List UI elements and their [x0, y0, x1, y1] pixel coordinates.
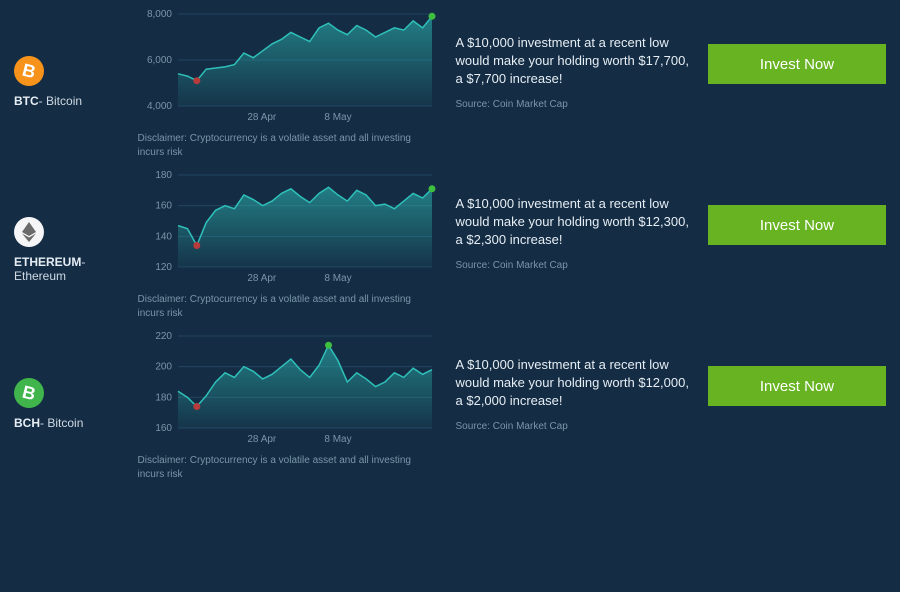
chart-box: 4,000 6,000 8,000 28 Apr 8 May	[138, 8, 438, 126]
chart-column: 160 180 200 220 28 Apr 8 May Disclaimer: Cryp…	[138, 330, 438, 481]
svg-text:8 May: 8 May	[324, 273, 351, 284]
coin-name: Bitcoin	[46, 94, 82, 108]
source-text: Source: Coin Market Cap	[456, 99, 690, 110]
svg-text:8,000: 8,000	[146, 9, 171, 20]
price-chart: 160 180 200 220 28 Apr 8 May	[138, 330, 438, 448]
cta-column: Invest Now	[708, 169, 886, 245]
crypto-row-bch: B BCH- Bitcoin 160 180 200 220 28 Apr 8 May D…	[14, 330, 886, 481]
svg-text:220: 220	[155, 331, 172, 342]
marker-low	[193, 403, 200, 410]
coin-label: BTC- Bitcoin	[14, 94, 82, 108]
cta-column: Invest Now	[708, 8, 886, 84]
svg-text:200: 200	[155, 362, 172, 373]
svg-text:6,000: 6,000	[146, 55, 171, 66]
description-column: A $10,000 investment at a recent low wou…	[456, 8, 690, 110]
investment-description: A $10,000 investment at a recent low wou…	[456, 195, 690, 250]
price-chart: 120 140 160 180 28 Apr 8 May	[138, 169, 438, 287]
chart-column: 4,000 6,000 8,000 28 Apr 8 May Disclaimer: C…	[138, 8, 438, 159]
marker-high	[428, 13, 435, 20]
description-column: A $10,000 investment at a recent low wou…	[456, 169, 690, 271]
crypto-row-btc: B BTC- Bitcoin 4,000 6,000 8,000 28 Apr 8 Ma…	[14, 8, 886, 159]
source-text: Source: Coin Market Cap	[456, 260, 690, 271]
coin-column: ETHEREUM- Ethereum	[14, 169, 120, 283]
marker-high	[428, 185, 435, 192]
crypto-row-eth: ETHEREUM- Ethereum 120 140 160 180 28 Apr 8 M…	[14, 169, 886, 320]
coin-symbol: ETHEREUM	[14, 255, 81, 269]
coin-symbol-sep: -	[39, 94, 46, 108]
coin-symbol: BCH	[14, 416, 40, 430]
disclaimer-text: Disclaimer: Cryptocurrency is a volatile…	[138, 132, 438, 159]
invest-button[interactable]: Invest Now	[708, 205, 886, 245]
svg-text:160: 160	[155, 423, 172, 434]
coin-symbol: BTC	[14, 94, 39, 108]
svg-text:140: 140	[155, 231, 172, 242]
bch-icon: B	[14, 378, 44, 408]
investment-description: A $10,000 investment at a recent low wou…	[456, 356, 690, 411]
chart-column: 120 140 160 180 28 Apr 8 May Disclaimer: Cryp…	[138, 169, 438, 320]
coin-name: Ethereum	[14, 269, 66, 283]
coin-column: B BCH- Bitcoin	[14, 330, 120, 430]
disclaimer-text: Disclaimer: Cryptocurrency is a volatile…	[138, 293, 438, 320]
chart-box: 120 140 160 180 28 Apr 8 May	[138, 169, 438, 287]
svg-text:8 May: 8 May	[324, 112, 351, 123]
svg-text:4,000: 4,000	[146, 101, 171, 112]
marker-low	[193, 77, 200, 84]
svg-text:180: 180	[155, 170, 172, 181]
coin-label: BCH- Bitcoin	[14, 416, 83, 430]
source-text: Source: Coin Market Cap	[456, 421, 690, 432]
btc-icon: B	[14, 56, 44, 86]
invest-button[interactable]: Invest Now	[708, 366, 886, 406]
description-column: A $10,000 investment at a recent low wou…	[456, 330, 690, 432]
eth-icon	[14, 217, 44, 247]
coin-column: B BTC- Bitcoin	[14, 8, 120, 108]
coin-name: Bitcoin	[47, 416, 83, 430]
invest-button[interactable]: Invest Now	[708, 44, 886, 84]
investment-description: A $10,000 investment at a recent low wou…	[456, 34, 690, 89]
svg-text:120: 120	[155, 262, 172, 273]
cta-column: Invest Now	[708, 330, 886, 406]
price-chart: 4,000 6,000 8,000 28 Apr 8 May	[138, 8, 438, 126]
svg-text:28 Apr: 28 Apr	[247, 273, 277, 284]
coin-symbol-sep: -	[81, 255, 85, 269]
svg-text:160: 160	[155, 201, 172, 212]
chart-box: 160 180 200 220 28 Apr 8 May	[138, 330, 438, 448]
svg-text:8 May: 8 May	[324, 434, 351, 445]
svg-text:28 Apr: 28 Apr	[247, 434, 277, 445]
svg-text:28 Apr: 28 Apr	[247, 112, 277, 123]
svg-text:180: 180	[155, 392, 172, 403]
coin-label: ETHEREUM- Ethereum	[14, 255, 120, 283]
marker-high	[325, 342, 332, 349]
disclaimer-text: Disclaimer: Cryptocurrency is a volatile…	[138, 454, 438, 481]
marker-low	[193, 242, 200, 249]
